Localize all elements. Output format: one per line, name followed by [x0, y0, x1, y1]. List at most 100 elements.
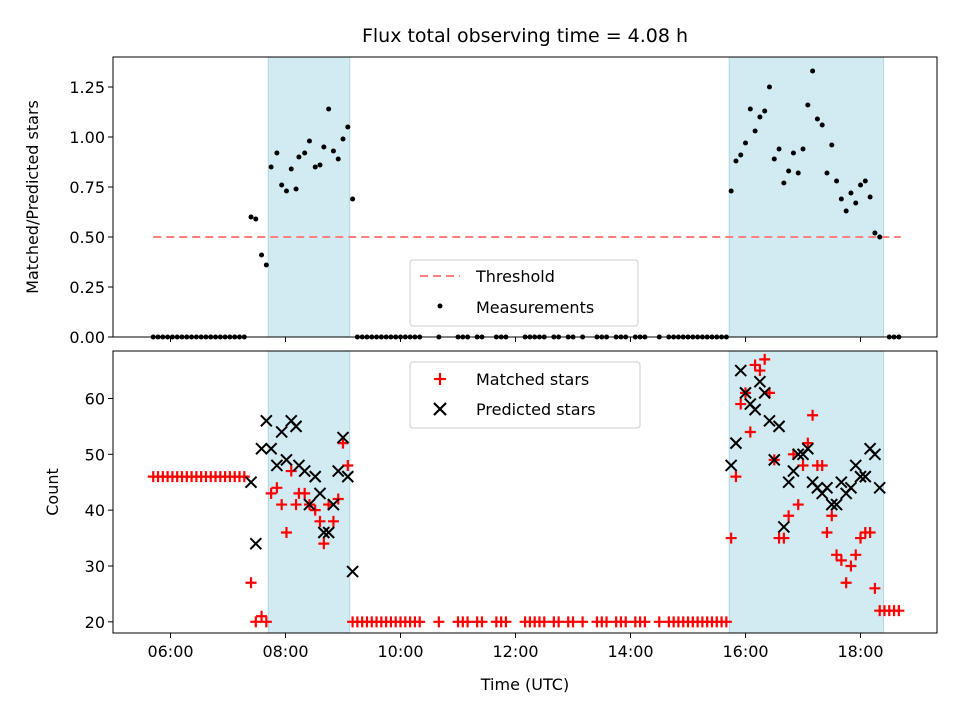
predicted-star-point — [748, 403, 762, 416]
predicted-star-point — [317, 526, 331, 539]
measurement-point — [345, 124, 351, 130]
matched-star-point — [826, 510, 838, 522]
measurement-point — [321, 144, 327, 150]
predicted-star-point — [264, 442, 278, 455]
measurement-point — [350, 196, 356, 202]
measurement-point — [776, 146, 782, 152]
predicted-star-point — [768, 453, 781, 467]
matched-star-point — [265, 487, 277, 499]
measurement-point — [274, 150, 280, 156]
matched-star-point — [309, 504, 321, 516]
measurement-point — [330, 148, 336, 154]
measurement-point — [781, 180, 787, 186]
predicted-star-point — [280, 453, 293, 467]
predicted-star-point — [332, 464, 345, 478]
measurement-point — [248, 214, 254, 220]
measurement-point — [848, 190, 854, 196]
matched-star-point — [567, 616, 579, 628]
predicted-star-point — [260, 414, 273, 428]
matched-star-point — [245, 577, 257, 589]
measurement-point — [858, 182, 864, 188]
predicted-star-point — [787, 464, 800, 478]
matched-star-point — [807, 409, 819, 421]
matched-star-point — [327, 515, 339, 527]
matched-star-point — [720, 616, 732, 628]
predicted-star-point — [289, 420, 303, 433]
measurement-point — [853, 200, 859, 206]
measurement-point — [326, 106, 332, 112]
bottom-series — [147, 353, 905, 628]
matched-star-point — [285, 465, 297, 477]
predicted-star-point — [303, 498, 316, 511]
predicted-star-point — [753, 375, 767, 388]
bottom-y-axis-label: Count — [43, 468, 62, 516]
matched-star-point — [601, 616, 613, 628]
bottom-x-tick-label: 14:00 — [607, 642, 653, 661]
predicted-star-point — [739, 386, 752, 400]
bottom-x-ticks: 06:00 08:00 10:00 12:00 14:00 16:00 18:00 — [147, 633, 884, 661]
bottom-y-tick-label: 40 — [85, 501, 105, 520]
matched-star-point — [620, 616, 632, 628]
bottom-y-tick-label: 50 — [85, 445, 105, 464]
top-shaded-band — [267, 56, 351, 338]
predicted-star-point — [275, 425, 288, 439]
measurement-point — [872, 230, 878, 236]
matched-star-point — [314, 515, 326, 527]
bottom-y-tick-label: 30 — [85, 557, 105, 576]
predicted-star-point — [336, 431, 350, 444]
predicted-star-point — [777, 520, 791, 534]
matched-star-point — [816, 459, 828, 471]
measurement-point — [862, 178, 868, 184]
top-y-tick-label: 1.25 — [69, 78, 105, 97]
measurement-point — [288, 166, 294, 172]
bottom-x-tick-label: 06:00 — [147, 642, 193, 661]
measurement-point — [766, 84, 772, 90]
matched-star-point — [342, 459, 354, 471]
matched-star-point — [744, 426, 756, 438]
measurement-point — [263, 262, 269, 268]
measurement-point — [829, 142, 835, 148]
predicted-star-point — [327, 498, 340, 511]
matched-star-point — [783, 510, 795, 522]
matched-star-point — [869, 582, 881, 594]
predicted-star-point — [758, 386, 771, 400]
matched-star-point — [290, 499, 302, 511]
matched-star-point — [639, 616, 651, 628]
predicted-star-point — [830, 498, 843, 511]
measurement-point — [738, 152, 744, 158]
bottom-shaded-band — [728, 350, 885, 634]
measurement-point — [810, 68, 816, 74]
matched-star-point — [792, 499, 804, 511]
matched-star-point — [778, 532, 790, 544]
top-y-tick-label: 0.50 — [69, 228, 105, 247]
predicted-star-point — [346, 565, 359, 578]
top-panel: 0.00 0.25 0.50 0.75 1.00 1.25 Matched/Predict… — [23, 56, 938, 347]
measurement-point — [762, 108, 768, 114]
predicted-star-point — [763, 414, 776, 428]
measurement-point — [747, 106, 753, 112]
bottom-y-tick-label: 60 — [85, 389, 105, 408]
matched-star-point — [845, 560, 857, 572]
measurement-point — [340, 136, 346, 142]
predicted-star-point — [734, 364, 747, 377]
top-y-tick-label: 0.00 — [69, 328, 105, 347]
legend-measurements-swatch — [437, 303, 443, 309]
bottom-panel: 20 30 40 50 60 06:00 08:00 10:00 12:00 14:00 16:0… — [43, 350, 938, 694]
matched-star-point — [271, 482, 283, 494]
measurement-point — [302, 150, 308, 156]
bottom-legend: Matched stars Predicted stars — [409, 361, 641, 429]
matched-star-point — [797, 459, 809, 471]
predicted-star-point — [322, 526, 335, 539]
measurement-point — [867, 194, 873, 200]
bottom-x-tick-label: 12:00 — [492, 642, 538, 661]
measurement-point — [268, 164, 274, 170]
bottom-x-tick-label: 16:00 — [722, 642, 768, 661]
measurement-point — [824, 170, 830, 176]
top-y-ticks: 0.00 0.25 0.50 0.75 1.00 1.25 — [69, 78, 113, 347]
predicted-star-point — [868, 448, 882, 461]
measurement-point — [335, 156, 341, 162]
measurement-point — [790, 150, 796, 156]
predicted-star-point — [270, 459, 284, 472]
matched-star-point — [759, 353, 771, 365]
bottom-y-ticks: 20 30 40 50 60 — [85, 389, 113, 632]
